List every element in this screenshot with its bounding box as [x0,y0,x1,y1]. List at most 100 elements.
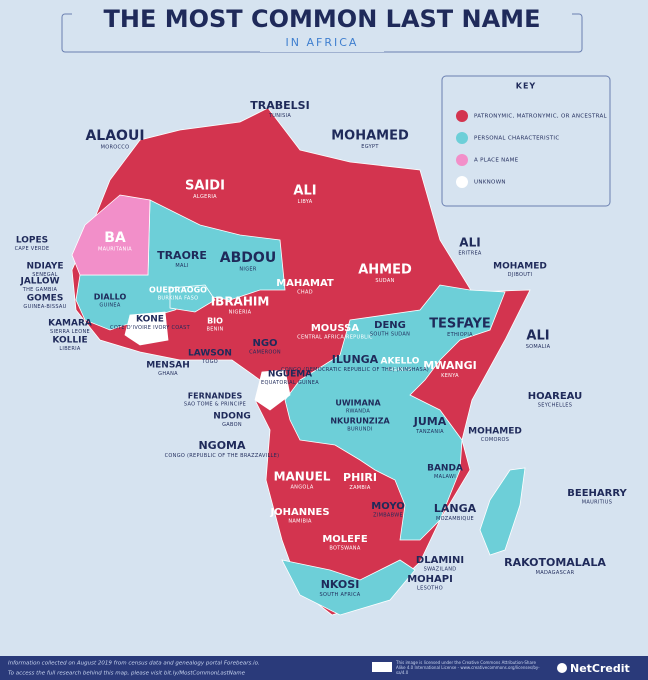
surname: MOHAMED [468,427,522,437]
country: CHAD [297,290,313,296]
surname: MOLEFE [322,534,367,545]
surname: NKURUNZIZA [330,417,390,426]
surname: MOHAMED [493,262,547,272]
madagascar [479,467,526,556]
country: ALGERIA [193,194,217,200]
country: NAMIBIA [288,519,312,525]
title: THE MOST COMMON LAST NAME [104,5,541,33]
surname: JUMA [413,415,447,428]
surname: MOHAPI [407,574,453,585]
surname: OUEDRAOGO [149,286,207,295]
brand: NetCredit [570,662,630,675]
key-label: PERSONAL CHARACTERISTIC [474,136,559,142]
country: TANZANIA [415,429,444,435]
key-label: PATRONYMIC, MATRONYMIC, OR ANCESTRAL [474,114,608,120]
key-swatch [456,176,468,188]
surname: TRABELSI [250,99,309,112]
country: LIBERIA [59,346,81,352]
country: TUNISIA [268,113,291,119]
labels: TRABELSITUNISIAALAOUIMOROCCOMOHAMEDEGYPT… [15,99,628,598]
country: MAURITANIA [98,247,132,253]
country: UGANDA [388,367,412,373]
country: NIGER [239,267,256,273]
brand-icon [557,663,567,673]
country: CONGO (DEMOCRATIC REPUBLIC OF THE) (KINS… [281,367,429,373]
country: SUDAN [375,278,394,284]
license-box: This image is licensed under the Creativ… [396,660,540,675]
surname: ALI [293,184,316,199]
surname: NGUEMA [268,370,312,380]
footer-line1: Information collected on August 2019 fro… [8,661,260,667]
surname: ALI [459,236,480,250]
surname: TESFAYE [429,317,491,332]
key-swatch [456,132,468,144]
country: MADAGASCAR [536,570,575,576]
surname: AHMED [358,263,412,278]
country: SAO TOME & PRINCIPE [184,402,246,408]
surname: DENG [374,320,406,331]
country: ANGOLA [290,485,313,491]
surname: MOUSSA [311,323,360,334]
country: ZIMBABWE [373,513,403,519]
country: SOMALIA [526,344,551,350]
surname: FERNANDES [188,392,243,401]
surname: DIALLO [94,293,127,302]
surname: KAMARA [48,319,92,329]
surname: MENSAH [146,361,190,371]
title-bg [72,4,572,28]
country: TOGO [201,359,218,365]
country: SEYCHELLES [538,403,572,409]
surname: MWANGI [423,359,476,372]
country: CAPE VERDE [15,246,50,252]
key-swatch [456,110,468,122]
footer-line2: To access the full research behind this … [8,671,246,677]
country: BURKINA FASO [158,296,199,302]
subtitle: IN AFRICA [286,36,359,49]
surname: UWIMANA [335,399,381,408]
country: LIBYA [297,199,312,205]
footer-bar [0,656,648,680]
region-white-eqg [254,369,291,411]
country: MALAWI [434,474,456,480]
key-frame [441,75,611,207]
country: SWAZILAND [424,567,457,573]
country: EQUATORIAL GUINEA [261,380,319,386]
country: BOTSWANA [329,546,360,552]
surname: ALI [526,329,549,344]
country: MOZAMBIQUE [436,516,474,522]
country: SIERRA LEONE [50,329,90,335]
surname: MOYO [371,501,404,512]
surname: BA [104,230,126,246]
surname: IBRAHIM [211,295,270,309]
surname: ILUNGA [332,353,379,366]
country: NIGERIA [229,310,252,316]
country: SENEGAL [32,272,57,278]
surname: BANDA [427,464,463,474]
surname: GOMES [27,294,64,304]
region-cyan-east [284,284,506,541]
key-label: A PLACE NAME [474,158,519,164]
surname: KONE [136,315,164,325]
country: ERITREA [458,251,482,257]
country: GABON [222,422,242,428]
region-cyan-south [281,559,416,616]
country: BENIN [206,327,223,333]
surname: NGO [252,338,277,349]
surname: BIO [207,317,223,326]
key-title: KEY [516,82,536,91]
surname: HOAREAU [528,391,582,402]
region-cyan-bf [169,284,216,313]
surname: RAKOTOMALALA [504,556,606,569]
surname: NDIAYE [26,262,63,272]
surname: DLAMINI [416,555,464,566]
surname: LOPES [16,236,48,246]
country: GHANA [158,371,178,377]
country: KENYA [441,373,459,379]
surname: ABDOU [220,250,276,266]
surname: MOHAMED [331,129,409,144]
surname: LAWSON [188,349,232,359]
key-label: UNKNOWN [474,180,506,186]
surname: ALAOUI [85,128,144,144]
surname: NGOMA [198,439,246,452]
